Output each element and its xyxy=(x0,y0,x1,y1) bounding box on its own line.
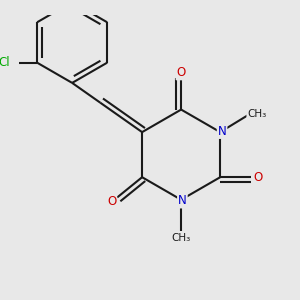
Text: N: N xyxy=(178,194,187,208)
Text: CH₃: CH₃ xyxy=(172,233,191,243)
Text: O: O xyxy=(254,171,263,184)
Text: O: O xyxy=(176,66,186,80)
Text: N: N xyxy=(218,125,226,138)
Text: CH₃: CH₃ xyxy=(247,109,266,119)
Text: Cl: Cl xyxy=(0,56,10,69)
Text: O: O xyxy=(107,195,116,208)
